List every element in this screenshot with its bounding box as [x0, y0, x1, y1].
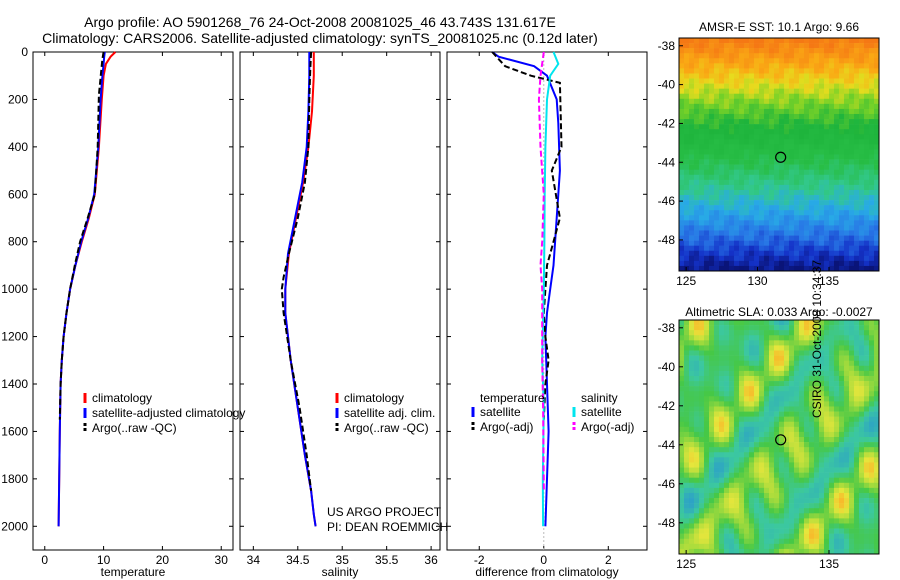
temperature-series-argo-raw-qc- [58, 51, 105, 420]
depth-tick-label: 1600 [1, 424, 28, 438]
temperature-legend-2-label: Argo(..raw -QC) [92, 421, 177, 435]
salinity-plot-frame [239, 51, 441, 551]
sst-lon-tick-label: 130 [748, 274, 768, 288]
sst-float-location-marker [775, 151, 787, 163]
temperature-x-tick-label: 10 [97, 553, 111, 567]
sla-map-image [679, 320, 880, 555]
salinity-x-tick-label: 34.5 [286, 553, 310, 567]
salinity-x-tick-label: 36 [424, 553, 438, 567]
sst-lon-tick-label: 135 [819, 274, 839, 288]
sst-map-frame [678, 37, 880, 272]
depth-tick-label: 1800 [1, 472, 28, 486]
salinity-series-satellite-adj-clim- [284, 52, 317, 527]
temperature-x-axis-label: temperature [101, 565, 166, 579]
difference-legend-temp-sat-label: satellite [480, 405, 521, 419]
sst-lat-tick-label: -44 [658, 155, 676, 169]
temperature-series-climatology [57, 51, 117, 527]
salinity-legend-1-label: satellite adj. clim. [344, 406, 435, 420]
temperature-x-tick-label: 30 [215, 553, 229, 567]
sla-map-title: Altimetric SLA: 0.033 Argo: -0.0027 [685, 305, 873, 319]
temperature-x-tick-label: 20 [156, 553, 170, 567]
depth-tick-label: 200 [8, 92, 28, 106]
temperature-x-tick-label: 0 [41, 553, 48, 567]
temperature-series-satellite-adjusted-climatology [57, 51, 106, 527]
sst-lat-tick-label: -46 [658, 194, 676, 208]
salinity-legend-2-label: Argo(..raw -QC) [344, 421, 429, 435]
difference-legend-salinity-header: salinity [581, 391, 618, 405]
sst-map-image [679, 38, 880, 272]
project-annotation-2: PI: DEAN ROEMMICH [327, 520, 448, 534]
salinity-series-argo-raw-qc- [280, 51, 313, 491]
difference-x-tick-label: -2 [474, 553, 485, 567]
plot-title-line2: Climatology: CARS2006. Satellite-adjuste… [42, 30, 598, 46]
temperature-plot-frame [32, 51, 234, 551]
difference-legend-sal-argo-label: Argo(-adj) [581, 420, 634, 434]
salinity-x-axis-label: salinity [322, 565, 359, 579]
depth-tick-label: 0 [21, 45, 28, 59]
sla-lat-tick-label: -42 [658, 399, 676, 413]
difference-x-axis-label: difference from climatology [475, 565, 618, 579]
difference-legend-temp-argo-label: Argo(-adj) [480, 420, 533, 434]
sst-lat-tick-label: -38 [658, 39, 676, 53]
sla-lat-tick-label: -44 [658, 438, 676, 452]
salinity-series-climatology [284, 52, 317, 527]
sla-lon-tick-label: 125 [676, 557, 696, 571]
credit-stamp: CSIRO 31-Oct-2008 10:34:37 [810, 259, 824, 418]
difference-legend-temperature-header: temperature [480, 391, 545, 405]
sst-map-title: AMSR-E SST: 10.1 Argo: 9.66 [699, 20, 859, 34]
salinity-x-tick-label: 35 [336, 553, 350, 567]
salinity-x-tick-label: 35.5 [375, 553, 399, 567]
project-annotation-1: US ARGO PROJECT [327, 505, 442, 519]
sla-float-location-marker [775, 434, 787, 446]
sla-lat-tick-label: -48 [658, 516, 676, 530]
temperature-legend-1-label: satellite-adjusted climatology [92, 406, 245, 420]
difference-series-temperature-satellite [491, 51, 561, 527]
difference-series-salinity-satellite [541, 51, 560, 527]
depth-tick-label: 600 [8, 187, 28, 201]
difference-x-tick-label: 2 [605, 553, 612, 567]
sst-lat-tick-label: -40 [658, 78, 676, 92]
depth-tick-label: 1400 [1, 377, 28, 391]
difference-plot-frame [446, 51, 648, 551]
depth-tick-label: 1000 [1, 282, 28, 296]
sst-lat-tick-label: -48 [658, 233, 676, 247]
sla-lat-tick-label: -40 [658, 360, 676, 374]
sla-lon-tick-label: 135 [819, 557, 839, 571]
depth-tick-label: 1200 [1, 330, 28, 344]
temperature-legend-0-label: climatology [92, 391, 152, 405]
depth-tick-label: 400 [8, 140, 28, 154]
sst-lat-tick-label: -42 [658, 116, 676, 130]
salinity-legend-0-label: climatology [344, 391, 404, 405]
difference-series-salinity-argo-adj- [537, 51, 545, 491]
difference-x-tick-label: 0 [540, 553, 547, 567]
difference-series-temperature-argo-adj- [491, 51, 563, 420]
depth-tick-label: 2000 [1, 519, 28, 533]
sla-lat-tick-label: -46 [658, 477, 676, 491]
sst-lon-tick-label: 125 [676, 274, 696, 288]
sla-lat-tick-label: -38 [658, 321, 676, 335]
sla-map-frame [678, 319, 880, 555]
difference-legend-sal-sat-label: satellite [581, 405, 622, 419]
plot-title-line1: Argo profile: AO 5901268_76 24-Oct-2008 … [84, 14, 556, 30]
salinity-x-tick-label: 34 [247, 553, 261, 567]
depth-tick-label: 800 [8, 235, 28, 249]
